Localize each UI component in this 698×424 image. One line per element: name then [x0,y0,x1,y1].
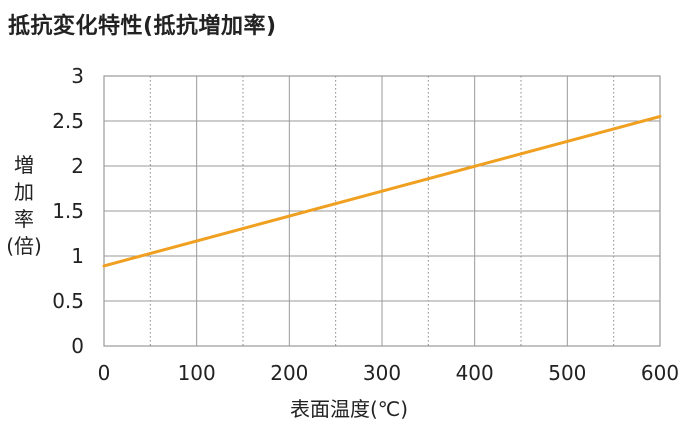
y-tick-label: 2 [71,154,84,178]
y-axis-label-part: 増 [14,153,34,177]
grid [103,75,661,347]
series-lines [102,115,662,268]
y-tick-label: 3 [71,64,84,88]
x-axis-label: 表面温度(℃) [289,397,409,421]
y-tick-label: 0.5 [52,289,84,313]
y-tick-label: 2.5 [52,109,84,133]
y-axis-label: 増 加 率 (倍) [6,152,42,260]
x-tick-label: 300 [363,361,401,385]
y-tick-label: 0 [71,334,84,358]
x-tick-label: 600 [641,361,679,385]
chart-title: 抵抗変化特性(抵抗増加率) [8,14,277,39]
axis-ticks: 0 100 200 300 400 500 600 0 0.5 1 1.5 2 2.5 3 [52,64,679,385]
x-tick-label: 500 [548,361,586,385]
y-axis-label-part: (倍) [6,234,42,258]
y-tick-label: 1 [71,244,84,268]
y-axis-label-part: 率 [14,207,34,231]
y-axis-label-part: 加 [14,180,34,204]
series-line [102,115,662,268]
x-tick-label: 200 [270,361,308,385]
x-tick-label: 400 [456,361,494,385]
x-tick-label: 100 [178,361,216,385]
x-tick-label: 0 [98,361,111,385]
y-tick-label: 1.5 [52,199,84,223]
